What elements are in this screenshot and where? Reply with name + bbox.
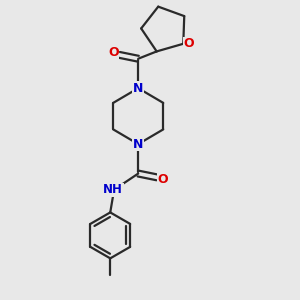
Text: N: N	[133, 82, 143, 95]
Text: O: O	[108, 46, 119, 59]
Text: O: O	[158, 173, 168, 186]
Text: O: O	[184, 37, 194, 50]
Text: N: N	[133, 138, 143, 151]
Text: NH: NH	[103, 183, 123, 196]
